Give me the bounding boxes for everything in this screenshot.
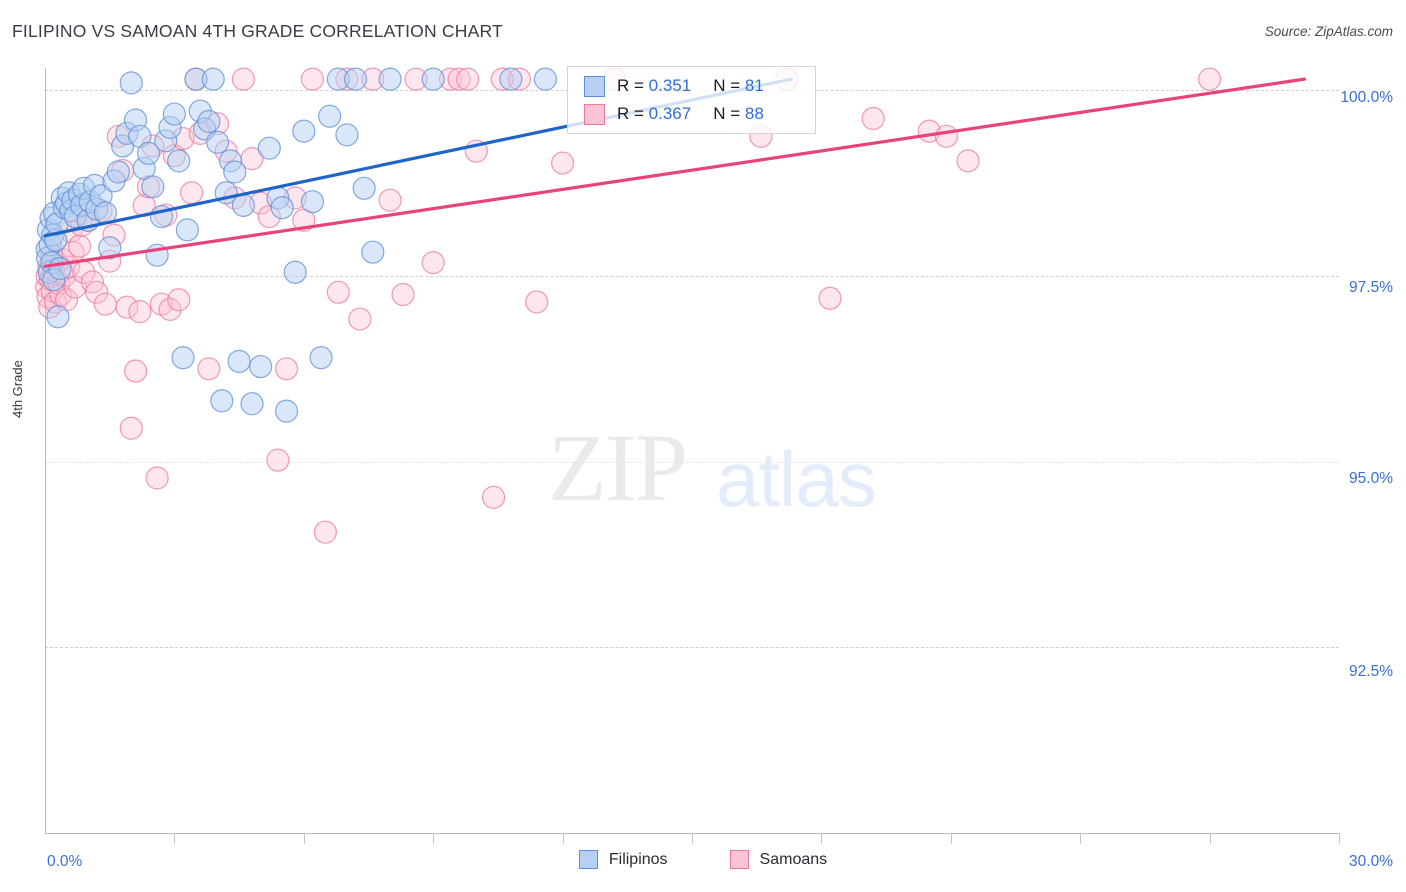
x-tick-mark (950, 833, 952, 844)
filipinos-legend-label: Filipinos (608, 850, 668, 868)
legend-item-samoans[interactable]: Samoans (729, 850, 828, 869)
x-tick-mark (562, 833, 564, 844)
gridline-92-5 (45, 647, 1339, 649)
x-tick-label-max: 30.0% (1349, 853, 1393, 870)
samoans-n-value: 88 (744, 104, 764, 123)
x-tick-mark (174, 833, 176, 844)
plot-area (45, 68, 1339, 833)
stats-row-filipinos: R = 0.351 N = 81 (568, 71, 815, 101)
samoans-swatch-icon (584, 103, 605, 125)
correlation-stats-box: R = 0.351 N = 81 R = 0.367 N = 88 (567, 66, 816, 134)
filipinos-r-label: R = (617, 76, 649, 95)
x-tick-mark (1339, 833, 1340, 844)
x-tick-label-min: 0.0% (47, 853, 83, 870)
x-tick-mark (692, 833, 693, 844)
samoans-r-label: R = (617, 104, 649, 123)
samoans-r-text: R = 0.367 (617, 104, 691, 124)
x-tick-mark (433, 833, 435, 844)
legend-item-filipinos[interactable]: Filipinos (578, 850, 668, 869)
x-tick-mark (821, 833, 823, 844)
samoans-n-label: N = (713, 104, 745, 123)
x-tick-mark (1080, 833, 1082, 844)
series-legend: Filipinos Samoans (0, 850, 1406, 869)
samoans-legend-swatch-icon (729, 850, 749, 869)
filipinos-r-value: 0.351 (648, 76, 692, 95)
y-axis-line (45, 68, 46, 833)
y-tick-label-100: 100.0% (1340, 89, 1393, 106)
filipinos-n-label: N = (713, 76, 745, 95)
filipinos-n-text: N = 81 (713, 76, 764, 96)
y-axis-title: 4th Grade (10, 360, 25, 418)
x-tick-mark (1209, 833, 1211, 844)
filipinos-n-value: 81 (744, 76, 764, 95)
samoans-n-text: N = 88 (713, 104, 764, 124)
y-tick-label-97-5: 97.5% (1349, 279, 1393, 296)
filipinos-swatch-icon (584, 75, 605, 97)
gridline-95 (45, 461, 1339, 463)
x-tick-mark (303, 833, 305, 844)
stats-row-samoans: R = 0.367 N = 88 (568, 99, 815, 129)
gridline-97-5 (45, 275, 1339, 277)
y-tick-label-92-5: 92.5% (1349, 663, 1393, 680)
samoans-legend-label: Samoans (759, 850, 828, 868)
source-label: Source: ZipAtlas.com (1264, 24, 1393, 39)
samoans-r-value: 0.367 (648, 104, 692, 123)
page-title: FILIPINO VS SAMOAN 4TH GRADE CORRELATION… (12, 21, 503, 41)
y-tick-label-95: 95.0% (1349, 470, 1393, 487)
filipinos-r-text: R = 0.351 (617, 76, 691, 96)
filipinos-legend-swatch-icon (578, 850, 598, 869)
